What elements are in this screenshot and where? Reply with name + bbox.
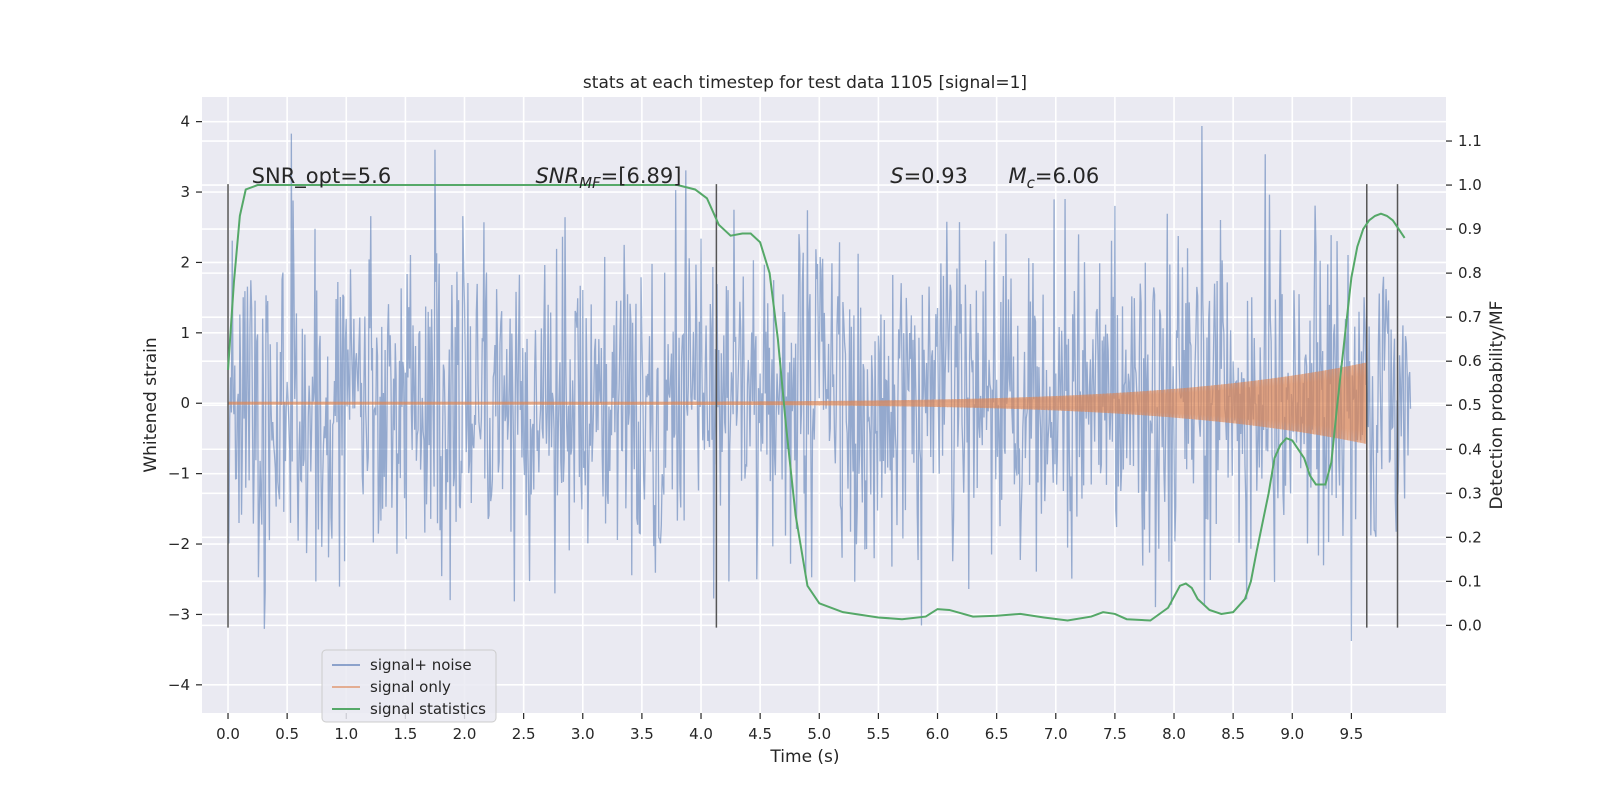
y2-tick-label-5: 0.5 [1458,396,1482,414]
x-tick-label-7: 3.5 [630,725,654,743]
y2-tick-label-10: 1.0 [1458,176,1482,194]
y-tick-label-2: −2 [168,535,190,553]
y2-tick-label-9: 0.9 [1458,220,1482,238]
y-tick-label-8: 4 [180,113,190,131]
y-tick-label-7: 3 [180,183,190,201]
x-tick-label-16: 8.0 [1162,725,1186,743]
x-tick-label-5: 2.5 [512,725,536,743]
y-tick-label-5: 1 [180,324,190,342]
legend-label-2: signal statistics [370,700,486,718]
x-tick-label-10: 5.0 [807,725,831,743]
y2-tick-label-11: 1.1 [1458,132,1482,150]
x-tick-label-14: 7.0 [1044,725,1068,743]
y2-tick-label-1: 0.1 [1458,572,1482,590]
x-tick-label-6: 3.0 [571,725,595,743]
plot-area [202,97,1446,713]
y2-axis-title: Detection probability/MF [1487,301,1507,510]
y-axis-title: Whitened strain [141,337,161,472]
x-tick-label-9: 4.5 [748,725,772,743]
x-tick-label-11: 5.5 [866,725,890,743]
annotations: SNR_opt=5.6 SNRMF=[6.89] S=0.93 Mc=6.06 [252,164,1100,192]
annotation-0: SNR_opt=5.6 [252,164,392,189]
y-tick-label-0: −4 [168,676,190,694]
y-tick-label-1: −3 [168,605,190,623]
series-signal-noise [227,125,1412,642]
x-tick-label-18: 9.0 [1280,725,1304,743]
x-tick-label-4: 2.0 [453,725,477,743]
series-signal-only [227,362,1368,444]
x-tick-label-15: 7.5 [1103,725,1127,743]
x-tick-label-3: 1.5 [393,725,417,743]
y2-tick-label-8: 0.8 [1458,264,1482,282]
y-tick-label-3: −1 [168,465,190,483]
legend-label-0: signal+ noise [370,656,472,674]
x-tick-label-17: 8.5 [1221,725,1245,743]
x-tick-label-2: 1.0 [334,725,358,743]
chart-title: stats at each timestep for test data 110… [583,73,1027,93]
x-axis-title: Time (s) [769,747,839,767]
series-signal-statistics [227,184,1406,622]
annotation-1: SNRMF=[6.89] [535,164,681,192]
annotation-3: Mc=6.06 [1008,164,1099,192]
y-tick-label-4: 0 [180,394,190,412]
y2-tick-label-3: 0.3 [1458,484,1482,502]
y2-tick-label-4: 0.4 [1458,440,1482,458]
y2-tick-label-2: 0.2 [1458,528,1482,546]
y2-tick-label-6: 0.6 [1458,352,1482,370]
x-tick-label-1: 0.5 [275,725,299,743]
x-tick-label-19: 9.5 [1339,725,1363,743]
x-tick-label-13: 6.5 [985,725,1009,743]
y-tick-label-6: 2 [180,253,190,271]
x-tick-label-12: 6.0 [926,725,950,743]
x-tick-label-0: 0.0 [216,725,240,743]
legend-label-1: signal only [370,678,451,696]
y2-tick-label-7: 0.7 [1458,308,1482,326]
legend: signal+ noise signal only signal statistic… [321,649,497,723]
y2-tick-label-0: 0.0 [1458,616,1482,634]
annotation-2: S=0.93 [890,164,968,188]
axes: 0.0 0.5 1.0 1.5 2.0 2.5 3.0 3.5 4.0 4.5 5.0 5.5 6.0 6… [168,113,1482,743]
x-tick-label-8: 4.0 [689,725,713,743]
legend-box [321,649,497,723]
